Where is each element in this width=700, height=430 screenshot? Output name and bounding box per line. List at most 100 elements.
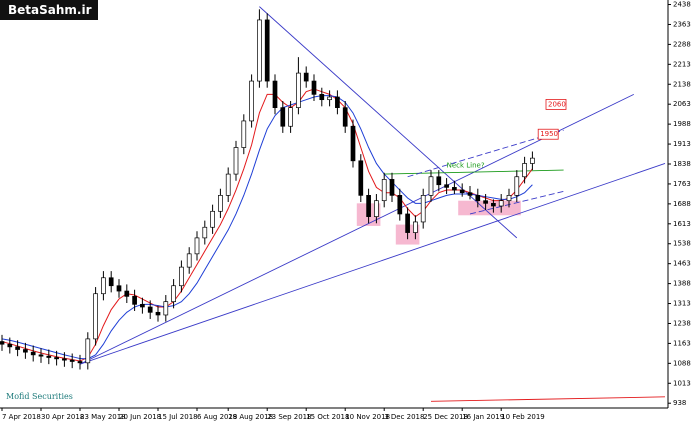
candle-body	[147, 306, 153, 313]
candle-body	[62, 358, 67, 361]
candle-body	[296, 72, 301, 108]
x-tick-label: 30 Apr 2018	[41, 413, 84, 421]
candle-body	[514, 176, 520, 196]
trendline	[384, 169, 564, 175]
candle-body	[210, 210, 215, 228]
annotation: 2060	[548, 100, 566, 108]
candle-body	[93, 293, 98, 340]
candle-body	[405, 213, 410, 233]
candle-body	[202, 226, 208, 239]
candle-body	[311, 80, 317, 95]
y-tick-label: 1313	[673, 300, 691, 308]
candle-body	[124, 290, 130, 297]
candle-body	[272, 80, 278, 108]
candle-body	[397, 195, 403, 215]
candle-body	[303, 72, 309, 82]
trendline	[79, 163, 666, 365]
y-tick-label: 2138	[673, 80, 691, 88]
x-tick-label: 25 Dec 2018	[423, 413, 468, 421]
x-tick-label: 23 May 2018	[80, 413, 126, 421]
x-tick-label: 29 Aug 2018	[228, 413, 273, 421]
candle-body	[257, 19, 262, 82]
candle-body	[69, 359, 75, 362]
candle-body	[444, 184, 449, 188]
candle-body	[342, 107, 348, 127]
candle-body	[319, 94, 325, 101]
annotation-box	[545, 99, 567, 110]
x-tick-label: 15 Oct 2018	[306, 413, 349, 421]
x-tick-label: 15 Jul 2018	[158, 413, 198, 421]
moving-average	[1, 95, 533, 360]
x-tick-label: 20 Jun 2018	[119, 413, 161, 421]
candle-body	[46, 355, 52, 358]
x-tick-label: 16 Jan 2019	[462, 413, 504, 421]
logo: BetaSahm.ir	[8, 3, 92, 17]
candle-body	[327, 96, 332, 101]
candle-body	[288, 107, 293, 127]
y-tick-label: 1163	[673, 339, 691, 347]
y-tick-label: 1013	[673, 379, 691, 387]
candle-body	[155, 311, 161, 316]
candle-body	[413, 221, 418, 233]
candle-body	[366, 195, 371, 217]
candle-body	[108, 277, 114, 287]
candle-body	[140, 303, 145, 308]
candle-body	[171, 285, 176, 303]
y-tick-label: 1088	[673, 359, 691, 367]
candle-body	[506, 195, 512, 202]
y-tick-label: 1238	[673, 319, 691, 327]
x-tick-label: 10 Nov 2018	[345, 413, 390, 421]
candle-body	[101, 277, 106, 295]
candle-body	[233, 147, 239, 175]
candle-body	[475, 195, 481, 202]
candle-body	[249, 80, 254, 122]
candle-body	[452, 187, 457, 191]
candle-body	[522, 163, 527, 178]
y-tick-label: 1688	[673, 200, 691, 208]
y-tick-label: 1463	[673, 260, 691, 268]
candle-body	[350, 125, 356, 162]
candle-body	[491, 202, 496, 207]
x-tick-label: 6 Aug 2018	[197, 413, 237, 421]
y-tick-label: 1763	[673, 180, 691, 188]
candle-body	[163, 301, 169, 316]
candle-body	[436, 176, 442, 186]
candle-body	[0, 341, 5, 345]
trendline	[407, 129, 564, 178]
logo-box	[0, 0, 98, 20]
candle-body	[381, 179, 387, 202]
x-tick-label: 3 Dec 2018	[384, 413, 424, 421]
candle-body	[116, 285, 122, 292]
candle-body	[358, 160, 364, 196]
candle-body	[389, 179, 395, 196]
candle-body	[467, 192, 473, 196]
candle-body	[225, 173, 231, 196]
candle-body	[38, 354, 44, 357]
y-tick-label: 2438	[673, 1, 691, 9]
candle-body	[335, 96, 340, 108]
trendline	[430, 396, 666, 402]
x-tick-label: 23 Sep 2018	[267, 413, 311, 421]
candle-body	[85, 338, 91, 364]
y-tick-label: 1988	[673, 120, 691, 128]
candle-body	[30, 351, 36, 356]
annotation: Neck Line?	[447, 162, 485, 170]
candle-body	[218, 195, 223, 212]
candle-body	[498, 200, 504, 207]
y-tick-label: 1913	[673, 140, 691, 148]
source: Mofid Securities	[6, 392, 73, 401]
annotation-box	[537, 128, 559, 140]
candle-body	[54, 357, 59, 360]
candle-body	[483, 200, 488, 204]
y-tick-label: 2363	[673, 20, 691, 28]
candle-body	[23, 349, 28, 353]
candle-body	[459, 189, 465, 194]
trendline	[469, 190, 564, 215]
candle-body	[241, 120, 247, 148]
candle-body	[420, 195, 426, 223]
x-tick-label: 10 Feb 2019	[501, 413, 545, 421]
candle-body	[7, 343, 13, 348]
candle-body	[132, 296, 137, 305]
